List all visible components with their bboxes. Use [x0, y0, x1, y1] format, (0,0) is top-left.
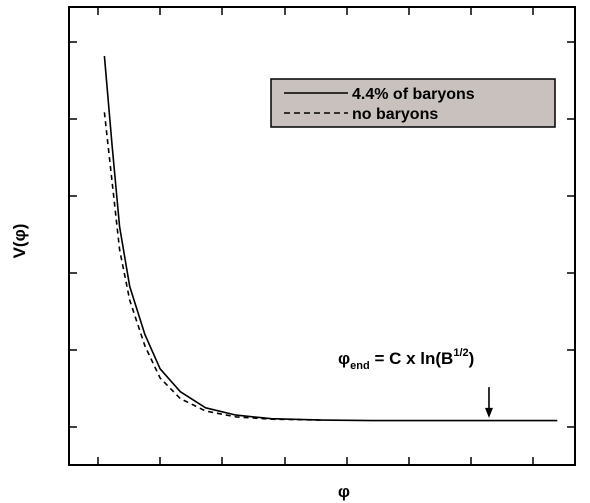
- legend-label-no-baryons: no baryons: [352, 106, 438, 123]
- series-line-baryons: [103, 55, 558, 422]
- annotation-rest: = C x ln(B: [370, 349, 454, 368]
- annotation-close: ): [469, 349, 475, 368]
- series-line-no-baryons: [103, 112, 323, 421]
- annotation-phi: φ: [338, 349, 350, 368]
- legend-label-baryons: 4.4% of baryons: [352, 86, 475, 103]
- annotation-sup: 1/2: [453, 347, 468, 359]
- legend: 4.4% of baryons no baryons: [270, 78, 556, 128]
- x-axis-label: φ: [338, 482, 350, 501]
- axis-ticks: [69, 7, 575, 465]
- annotation-arrow: [484, 387, 493, 418]
- arrow-head: [484, 407, 493, 418]
- y-axis-label: V(φ): [10, 224, 29, 259]
- legend-box: [270, 78, 556, 128]
- annotation-sub: end: [350, 360, 370, 372]
- series-lines: [103, 55, 558, 422]
- plot-frame: [68, 6, 576, 466]
- annotation-phi-end: φend = C x ln(B1/2): [338, 347, 474, 372]
